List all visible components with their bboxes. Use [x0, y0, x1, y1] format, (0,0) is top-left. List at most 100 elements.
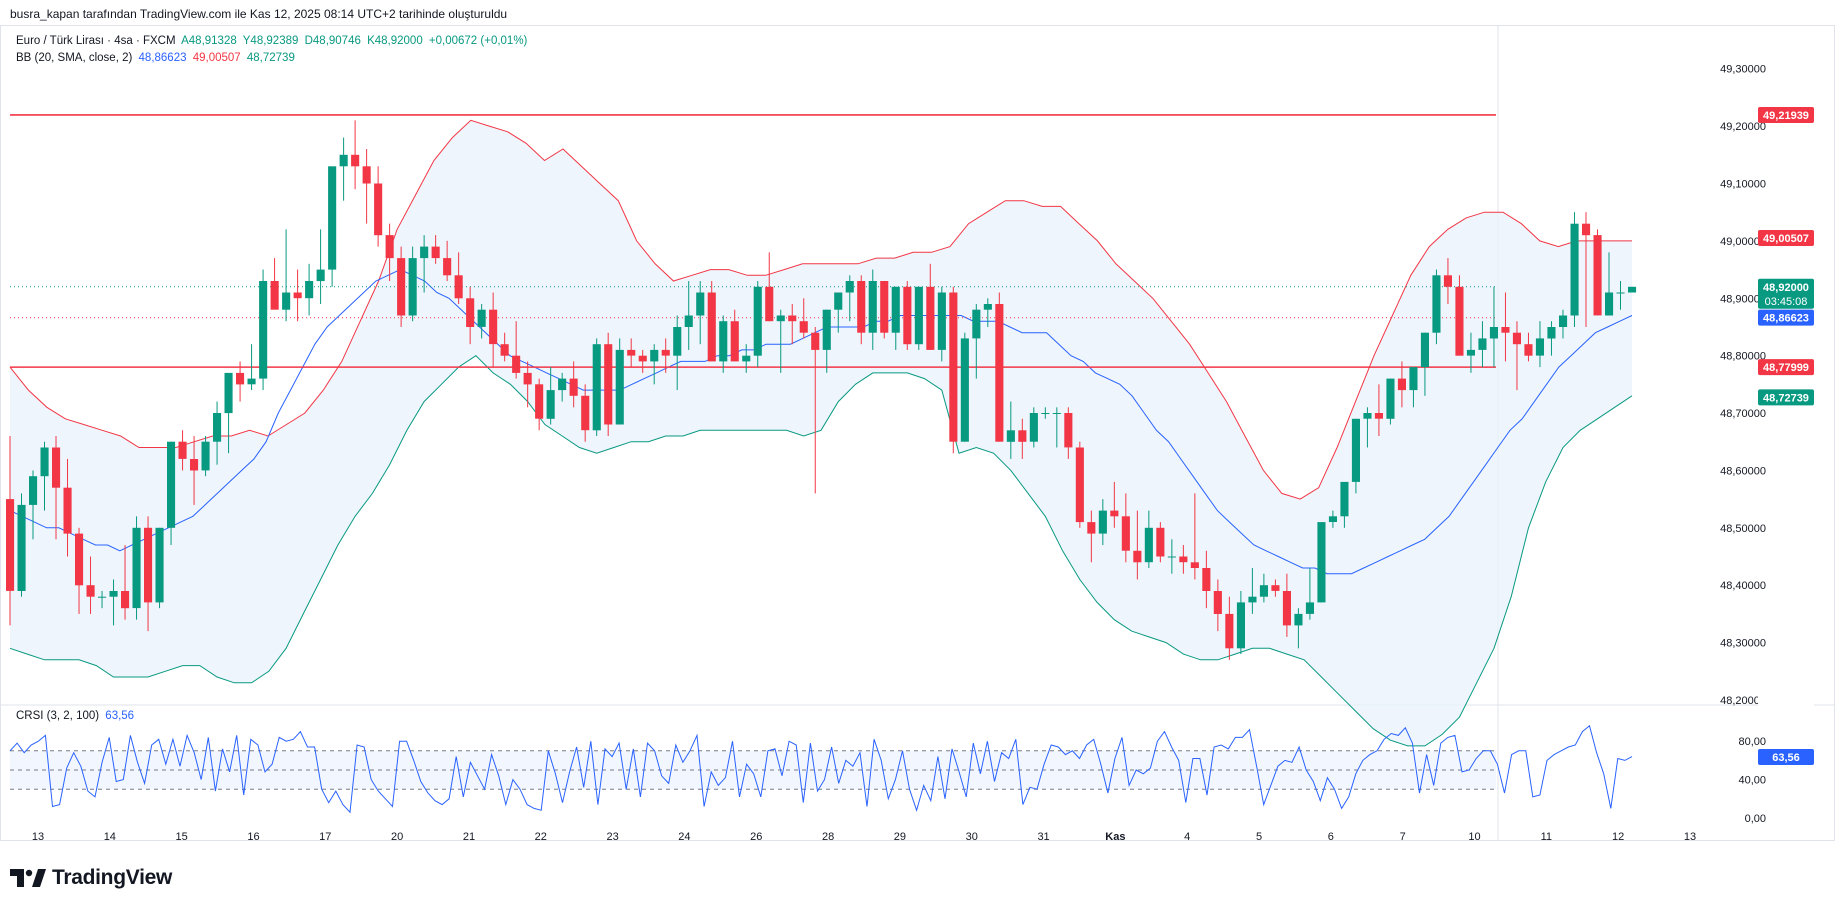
candle-body: [1317, 522, 1326, 603]
price-tick-label: 48,80000: [1720, 351, 1766, 363]
candle-body: [914, 286, 923, 345]
candle-body: [1087, 522, 1096, 534]
time-axis-label: 17: [319, 831, 331, 843]
price-tick-label: 48,20000: [1720, 695, 1766, 707]
candle-body: [443, 258, 452, 276]
candle-body: [1628, 286, 1637, 293]
candle-body: [454, 275, 463, 299]
candle-body: [995, 304, 1004, 442]
time-axis-label: 5: [1256, 831, 1262, 843]
level-price-label: 48,77999: [1763, 362, 1809, 374]
crsi-name: CRSI (3, 2, 100): [16, 710, 100, 722]
candle-body: [753, 286, 762, 356]
candle-body: [282, 292, 291, 310]
candle-body: [236, 372, 245, 385]
time-axis-label: 13: [32, 831, 44, 843]
axis-price-label: 48,92000: [1763, 282, 1809, 294]
candle-body: [937, 292, 946, 350]
bollinger-legend[interactable]: BB (20, SMA, close, 2) 48,86623 49,00507…: [16, 52, 298, 64]
candle-body: [1605, 292, 1614, 316]
candle-body: [730, 321, 739, 362]
candle-body: [880, 281, 889, 333]
time-axis-label: 20: [391, 831, 403, 843]
crsi-tick-label: 0,00: [1745, 813, 1766, 825]
candle-body: [1593, 235, 1602, 316]
candle-body: [1213, 591, 1222, 614]
candle-body: [1570, 223, 1579, 316]
time-axis-label: 26: [750, 831, 762, 843]
ohlc-high: Y48,92389: [242, 35, 299, 47]
chart-attribution: busra_kapan tarafından TradingView.com i…: [10, 7, 508, 21]
candle-body: [1328, 516, 1337, 522]
candle-body: [1167, 556, 1176, 558]
candle-body: [972, 309, 981, 339]
candle-body: [891, 286, 900, 333]
candle-body: [1616, 292, 1625, 294]
candle-body: [765, 286, 774, 322]
crsi-value: 63,56: [105, 710, 135, 722]
candle-body: [822, 309, 831, 350]
candle-body: [799, 321, 808, 333]
candle-body: [1294, 613, 1303, 626]
candle-body: [63, 487, 72, 534]
candle-body: [420, 246, 429, 259]
time-axis-label: 23: [606, 831, 618, 843]
candle-body: [431, 246, 440, 259]
candle-body: [1363, 413, 1372, 419]
candle-body: [1041, 413, 1050, 414]
candle-body: [328, 166, 337, 270]
candle-body: [293, 292, 302, 299]
candle-body: [960, 338, 969, 442]
candle-body: [868, 281, 877, 333]
axis-price-label-box: [1758, 229, 1814, 246]
candle-body: [397, 258, 406, 316]
candle-body: [1282, 591, 1291, 626]
bollinger-lower-line: [9, 355, 1633, 747]
candle-body: [247, 378, 256, 385]
axis-price-label: 48,72739: [1763, 392, 1809, 404]
candle-body: [845, 281, 854, 293]
candle-body: [546, 390, 555, 419]
candle-body: [1351, 418, 1360, 482]
candle-body: [109, 591, 118, 597]
axis-price-label: 48,86623: [1763, 313, 1809, 325]
candle-body: [1501, 327, 1510, 333]
tradingview-logo[interactable]: TradingView: [10, 866, 172, 890]
candle-body: [1202, 568, 1211, 591]
candle-body: [569, 378, 578, 396]
candle-body: [558, 378, 567, 391]
candle-body: [776, 315, 785, 322]
candle-body: [1018, 430, 1027, 442]
candle-body: [1420, 332, 1429, 368]
time-axis-label: 13: [1684, 831, 1696, 843]
time-axis-label: 16: [247, 831, 259, 843]
symbol-legend[interactable]: Euro / Türk Lirası · 4sa · FXCM A48,9132…: [16, 35, 530, 47]
candle-body: [1179, 556, 1188, 563]
candle-body: [6, 499, 15, 591]
ohlc-close: K48,92000: [367, 35, 423, 47]
time-axis-label: 7: [1400, 831, 1406, 843]
candle-body: [661, 349, 670, 356]
crsi-legend[interactable]: CRSI (3, 2, 100) 63,56: [16, 710, 137, 722]
candle-body: [627, 349, 636, 356]
candle-body: [1236, 602, 1245, 649]
crsi-current-label: 63,56: [1772, 752, 1800, 764]
candle-body: [224, 372, 233, 414]
time-axis-label: 15: [176, 831, 188, 843]
candle-body: [270, 281, 279, 310]
candle-body: [40, 447, 49, 477]
bollinger-band-fill: [10, 120, 1632, 746]
price-tick-label: 49,00000: [1720, 236, 1766, 248]
axis-price-label-box: [1758, 309, 1814, 326]
level-price-label-box: [1758, 106, 1814, 123]
candle-body: [650, 349, 659, 362]
candle-body: [535, 384, 544, 419]
crsi-tick-label: 40,00: [1738, 775, 1766, 787]
candle-body: [1455, 286, 1464, 356]
candle-body: [1397, 378, 1406, 391]
candle-body: [523, 372, 532, 385]
crsi-tick-label: 80,00: [1738, 736, 1766, 748]
candle-body: [1225, 613, 1234, 649]
time-axis-label: 21: [463, 831, 475, 843]
